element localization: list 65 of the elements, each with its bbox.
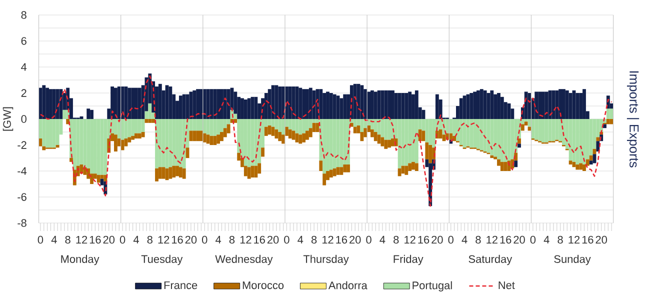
x-tick-label: 8	[311, 236, 317, 244]
x-tick-label: 16	[418, 236, 430, 244]
x-tick-label: 0	[202, 236, 208, 244]
y-tick-label: -2	[18, 141, 26, 149]
x-tick-label: 4	[462, 236, 468, 244]
x-tick-label: 8	[147, 236, 152, 244]
x-tick-label: 16	[500, 236, 512, 244]
y-axis-title: [GW]	[2, 107, 14, 131]
x-tick-label: 0	[120, 236, 126, 244]
y-tick-label: -8	[18, 219, 26, 227]
x-tick-label: 12	[158, 236, 170, 244]
x-tick-label: 12	[76, 236, 88, 244]
text: Sunday	[554, 254, 591, 266]
x-tick-label: 12	[568, 236, 580, 244]
legend-label: Net	[498, 281, 515, 290]
x-tick-label: 0	[530, 236, 536, 244]
y-tick-label: -4	[18, 167, 27, 175]
x-tick-label: 20	[596, 236, 607, 244]
x-tick-label: 8	[394, 236, 399, 244]
text: Tuesday	[141, 254, 183, 266]
x-tick-label: 4	[298, 236, 304, 244]
x-tick-label: 4	[380, 236, 386, 244]
x-tick-label: 8	[229, 236, 235, 244]
x-tick-label: 4	[216, 236, 222, 244]
x-tick-label: 16	[336, 236, 348, 244]
y2-axis-title: Imports | Exports	[626, 71, 640, 168]
text: Saturday	[468, 254, 512, 266]
x-tick-label: 16	[90, 236, 101, 244]
legend-label: Portugal	[412, 281, 452, 292]
x-tick-label: 20	[267, 236, 279, 244]
x-tick-label: 16	[254, 236, 265, 244]
x-tick-label: 16	[582, 236, 594, 244]
x-tick-label: 20	[350, 236, 361, 244]
legend-label: Morocco	[242, 281, 284, 290]
y-tick-label: -6	[18, 193, 26, 201]
y-tick-label: 6	[21, 37, 26, 45]
legend-label: Andorra	[328, 281, 368, 290]
y-tick-label: 2	[21, 89, 26, 97]
x-tick-label: 0	[366, 236, 372, 244]
text: Monday	[61, 254, 100, 266]
x-tick-label: 20	[103, 236, 115, 244]
x-tick-label: 8	[65, 236, 70, 244]
x-tick-label: 20	[432, 236, 443, 244]
x-tick-label: 20	[514, 236, 525, 244]
x-tick-label: 12	[486, 236, 498, 244]
text: Friday	[394, 254, 424, 266]
y-tick-label: 4	[21, 63, 27, 71]
x-tick-label: 0	[284, 236, 290, 244]
x-tick-label: 16	[172, 236, 183, 244]
y-tick-label: 8	[21, 11, 26, 19]
y-tick-label: 0	[21, 115, 26, 123]
x-tick-label: 4	[544, 236, 550, 244]
x-tick-label: 4	[51, 236, 57, 244]
x-tick-label: 4	[133, 236, 139, 244]
x-tick-label: 12	[322, 236, 334, 244]
x-tick-label: 0	[38, 236, 44, 244]
x-tick-label: 8	[476, 236, 481, 244]
x-tick-label: 20	[185, 236, 197, 244]
x-tick-label: 8	[558, 236, 563, 244]
legend-label: France	[164, 281, 198, 290]
x-tick-label: 0	[448, 236, 454, 244]
x-tick-label: 12	[404, 236, 416, 244]
text: Thursday	[303, 254, 349, 266]
text: Wednesday	[215, 254, 273, 266]
x-tick-label: 12	[240, 236, 252, 244]
